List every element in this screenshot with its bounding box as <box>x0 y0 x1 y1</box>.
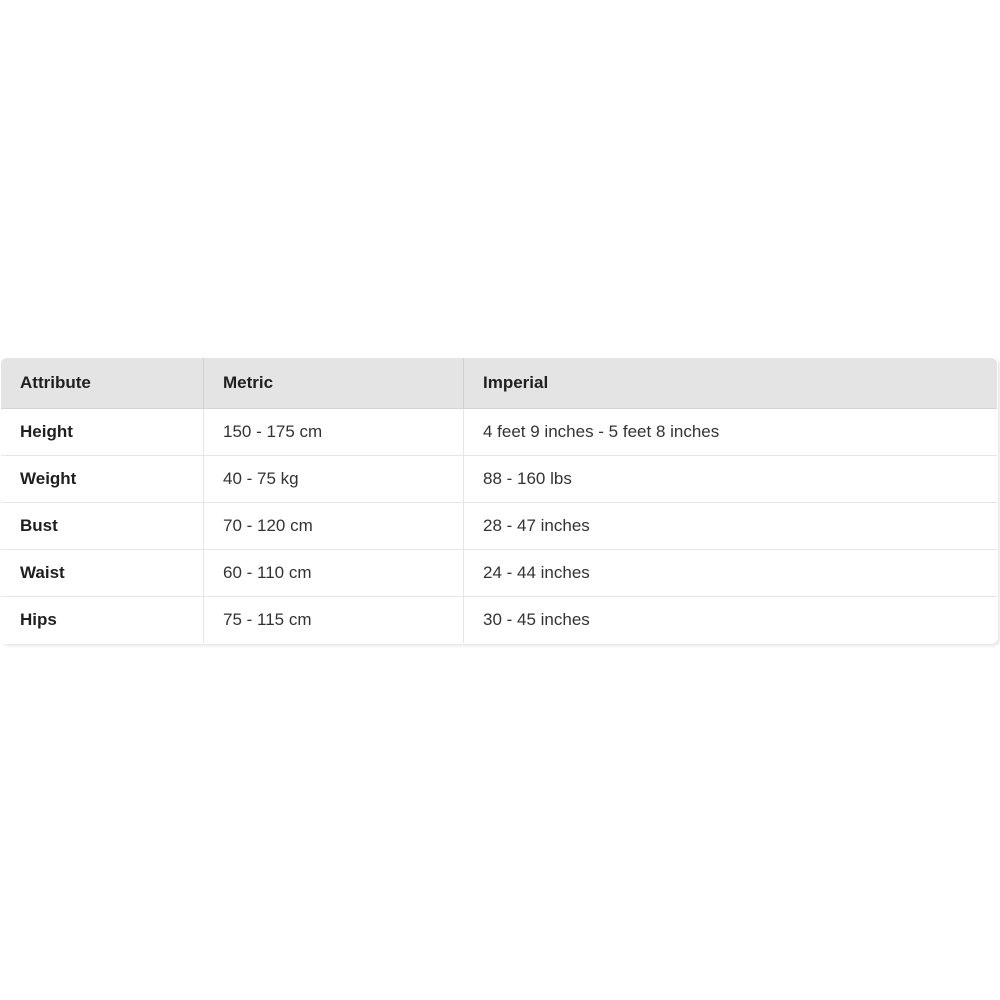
table-row: Height 150 - 175 cm 4 feet 9 inches - 5 … <box>1 408 997 456</box>
column-header-metric: Metric <box>203 358 464 409</box>
cell-metric: 70 - 120 cm <box>203 502 464 550</box>
table-header: Attribute Metric Imperial <box>1 358 997 409</box>
cell-attribute: Bust <box>1 502 204 550</box>
cell-metric: 40 - 75 kg <box>203 455 464 503</box>
table-header-row: Attribute Metric Imperial <box>1 358 997 409</box>
cell-imperial: 88 - 160 lbs <box>463 455 997 503</box>
cell-attribute: Height <box>1 408 204 456</box>
measurements-table: Attribute Metric Imperial Height 150 - 1… <box>0 357 998 644</box>
table-row: Weight 40 - 75 kg 88 - 160 lbs <box>1 455 997 503</box>
column-header-imperial: Imperial <box>463 358 997 409</box>
cell-imperial: 4 feet 9 inches - 5 feet 8 inches <box>463 408 997 456</box>
cell-imperial: 24 - 44 inches <box>463 549 997 597</box>
cell-imperial: 28 - 47 inches <box>463 502 997 550</box>
table-row: Hips 75 - 115 cm 30 - 45 inches <box>1 596 997 643</box>
cell-metric: 75 - 115 cm <box>203 596 464 643</box>
table-row: Bust 70 - 120 cm 28 - 47 inches <box>1 502 997 550</box>
table-body: Height 150 - 175 cm 4 feet 9 inches - 5 … <box>1 408 997 643</box>
cell-metric: 150 - 175 cm <box>203 408 464 456</box>
cell-attribute: Weight <box>1 455 204 503</box>
measurements-table-container: Attribute Metric Imperial Height 150 - 1… <box>0 357 998 644</box>
cell-metric: 60 - 110 cm <box>203 549 464 597</box>
cell-attribute: Hips <box>1 596 204 643</box>
cell-attribute: Waist <box>1 549 204 597</box>
cell-imperial: 30 - 45 inches <box>483 610 590 629</box>
column-header-attribute: Attribute <box>1 358 204 409</box>
table-row: Waist 60 - 110 cm 24 - 44 inches <box>1 549 997 597</box>
